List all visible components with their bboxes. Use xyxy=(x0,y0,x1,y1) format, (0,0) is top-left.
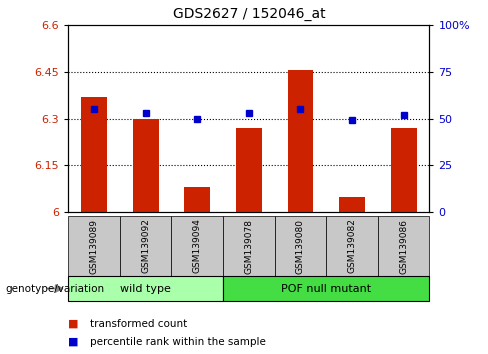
Bar xyxy=(81,97,107,212)
Bar xyxy=(223,276,429,301)
Text: wild type: wild type xyxy=(120,284,171,293)
Text: ■: ■ xyxy=(68,337,82,347)
Text: transformed count: transformed count xyxy=(90,319,187,329)
Bar xyxy=(120,216,171,276)
Text: GSM139078: GSM139078 xyxy=(244,218,253,274)
Text: POF null mutant: POF null mutant xyxy=(281,284,371,293)
Text: GSM139092: GSM139092 xyxy=(141,218,150,274)
Bar xyxy=(378,216,429,276)
Bar xyxy=(68,216,120,276)
Bar xyxy=(391,128,417,212)
Bar xyxy=(223,216,275,276)
Title: GDS2627 / 152046_at: GDS2627 / 152046_at xyxy=(173,7,325,21)
Bar xyxy=(133,119,159,212)
Text: genotype/variation: genotype/variation xyxy=(5,284,104,293)
Text: GSM139094: GSM139094 xyxy=(193,218,202,274)
Text: GSM139086: GSM139086 xyxy=(399,218,408,274)
Bar xyxy=(326,216,378,276)
Bar xyxy=(68,276,223,301)
Text: GSM139080: GSM139080 xyxy=(296,218,305,274)
Bar xyxy=(184,187,210,212)
Bar xyxy=(171,216,223,276)
Bar xyxy=(287,70,313,212)
Text: GSM139089: GSM139089 xyxy=(90,218,99,274)
Text: ■: ■ xyxy=(68,319,82,329)
Text: percentile rank within the sample: percentile rank within the sample xyxy=(90,337,266,347)
Bar xyxy=(275,216,326,276)
Bar xyxy=(339,197,365,212)
Text: GSM139082: GSM139082 xyxy=(347,218,357,274)
Bar xyxy=(236,128,262,212)
